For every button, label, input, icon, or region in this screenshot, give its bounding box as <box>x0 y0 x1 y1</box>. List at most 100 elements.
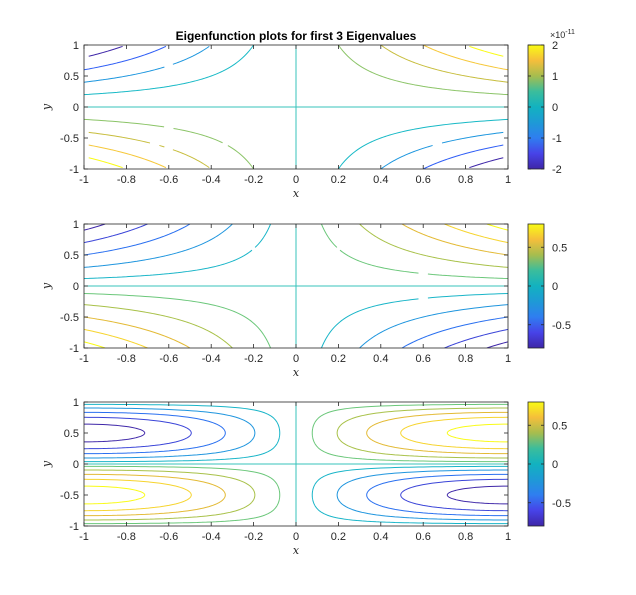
y-axis-label: y <box>40 282 53 290</box>
x-tick-label: -0.8 <box>117 531 136 543</box>
colorbar-tick-label: 2 <box>552 40 558 52</box>
y-tick-label: -1 <box>69 343 79 355</box>
x-tick-label: -0.4 <box>202 174 221 186</box>
x-axis-label: x <box>293 366 300 379</box>
y-tick-label: 1 <box>73 397 79 409</box>
y-tick-label: -1 <box>69 521 79 533</box>
y-tick-label: 0 <box>73 459 79 471</box>
x-tick-label: -0.6 <box>159 531 178 543</box>
y-tick-label: -1 <box>69 164 79 176</box>
contour-level-4 <box>84 224 508 348</box>
y-axis-label: y <box>40 103 53 111</box>
y-axis-label: y <box>40 460 53 468</box>
contour-lines <box>84 45 508 169</box>
x-tick-label: -0.4 <box>202 353 221 365</box>
x-tick-label: -0.2 <box>244 531 263 543</box>
y-tick-label: 1 <box>73 219 79 231</box>
contour-level-3 <box>84 45 504 169</box>
subplot-1: -1 -0.8 -0.6 -0.4 -0.2 0 0.2 0.4 0.6 0.8 1 1 0.5 0 -0.… <box>40 29 575 200</box>
y-tick-label: 0.5 <box>64 250 79 262</box>
x-tick-label: 1 <box>505 353 511 365</box>
contour-level-11 <box>84 423 508 505</box>
x-tick-label: -1 <box>79 174 89 186</box>
colorbar-exponent: ×10-11 <box>550 29 575 40</box>
x-tick-label: -0.8 <box>117 174 136 186</box>
contour-level-6 <box>84 224 508 348</box>
x-tick-label: 0.2 <box>331 353 346 365</box>
x-axis-label: x <box>293 544 300 557</box>
colorbar-tick-label: 0 <box>552 281 558 293</box>
y-tick-label: 0 <box>73 281 79 293</box>
contour-level-5 <box>84 224 508 348</box>
contour-level-3 <box>84 411 508 517</box>
colorbar: 0.5 0 -0.5 <box>527 401 571 527</box>
x-tick-label: 0.4 <box>373 353 388 365</box>
contour-level-1 <box>88 45 504 169</box>
y-tick-label: -0.5 <box>60 133 79 145</box>
colorbar-tick-label: -2 <box>552 164 562 176</box>
colorbar: 0.5 0 -0.5 <box>527 223 571 349</box>
contour-level-2 <box>84 416 508 512</box>
y-tick-label: 1 <box>73 40 79 52</box>
contour-lines <box>84 402 508 526</box>
contour-level-2 <box>84 224 508 348</box>
colorbar-tick-label: 1 <box>552 71 558 83</box>
x-tick-label: 0.8 <box>458 531 473 543</box>
figure-title: Eigenfunction plots for first 3 Eigenval… <box>176 29 417 43</box>
contour-level-7 <box>84 403 508 525</box>
x-tick-label: 0.4 <box>373 531 388 543</box>
x-tick-label: 0 <box>293 174 299 186</box>
colorbar-tick-label: 0 <box>552 102 558 114</box>
x-axis-label: x <box>293 187 300 200</box>
x-tick-label: 0 <box>293 531 299 543</box>
contour-level-2 <box>84 45 504 169</box>
contour-level-5 <box>84 403 508 525</box>
contour-level-4 <box>84 45 508 169</box>
colorbar-tick-label: 0 <box>552 459 558 471</box>
contour-level-8 <box>84 224 508 348</box>
contour-level-9 <box>88 45 504 169</box>
colorbar-tick-label: 0.5 <box>552 420 567 432</box>
contour-lines <box>84 224 508 348</box>
contour-level-7 <box>88 45 508 169</box>
colorbar-tick-label: 0.5 <box>552 242 567 254</box>
x-tick-label: -0.6 <box>159 353 178 365</box>
contour-level-5 <box>84 45 508 169</box>
x-tick-label: -0.2 <box>244 174 263 186</box>
colorbar-tick-label: -1 <box>552 133 562 145</box>
colorbar-tick-label: -0.5 <box>552 320 571 332</box>
subplot-2: -1 -0.8 -0.6 -0.4 -0.2 0 0.2 0.4 0.6 0.8 1 1 0.5 0 -0.… <box>40 219 571 379</box>
x-tick-label: 0 <box>293 353 299 365</box>
contour-level-4 <box>84 407 508 521</box>
y-tick-label: -0.5 <box>60 490 79 502</box>
y-tick-label: -0.5 <box>60 312 79 324</box>
x-tick-label: -1 <box>79 531 89 543</box>
x-tick-label: -0.4 <box>202 531 221 543</box>
colorbar-tick-label: -0.5 <box>552 498 571 510</box>
contour-level-6 <box>84 402 508 526</box>
contour-level-6 <box>84 45 508 169</box>
x-tick-label: 0.8 <box>458 174 473 186</box>
subplot-3: -1 -0.8 -0.6 -0.4 -0.2 0 0.2 0.4 0.6 0.8 1 1 0.5 0 -0.… <box>40 397 571 557</box>
contour-level-9 <box>84 224 508 348</box>
contour-level-3 <box>84 224 508 348</box>
y-tick-label: 0.5 <box>64 71 79 83</box>
y-tick-label: 0 <box>73 102 79 114</box>
x-tick-label: 1 <box>505 531 511 543</box>
x-tick-label: -0.8 <box>117 353 136 365</box>
x-tick-label: -0.2 <box>244 353 263 365</box>
contour-level-10 <box>84 224 508 348</box>
y-tick-label: 0.5 <box>64 428 79 440</box>
x-tick-label: -1 <box>79 353 89 365</box>
x-tick-label: 0.6 <box>416 353 431 365</box>
contour-level-10 <box>84 416 508 512</box>
contour-level-7 <box>84 224 508 348</box>
contour-level-1 <box>84 423 508 505</box>
contour-level-8 <box>88 45 508 169</box>
x-tick-label: 0.4 <box>373 174 388 186</box>
x-tick-label: -0.6 <box>159 174 178 186</box>
contour-level-8 <box>84 407 508 521</box>
x-tick-label: 1 <box>505 174 511 186</box>
x-tick-label: 0.2 <box>331 531 346 543</box>
